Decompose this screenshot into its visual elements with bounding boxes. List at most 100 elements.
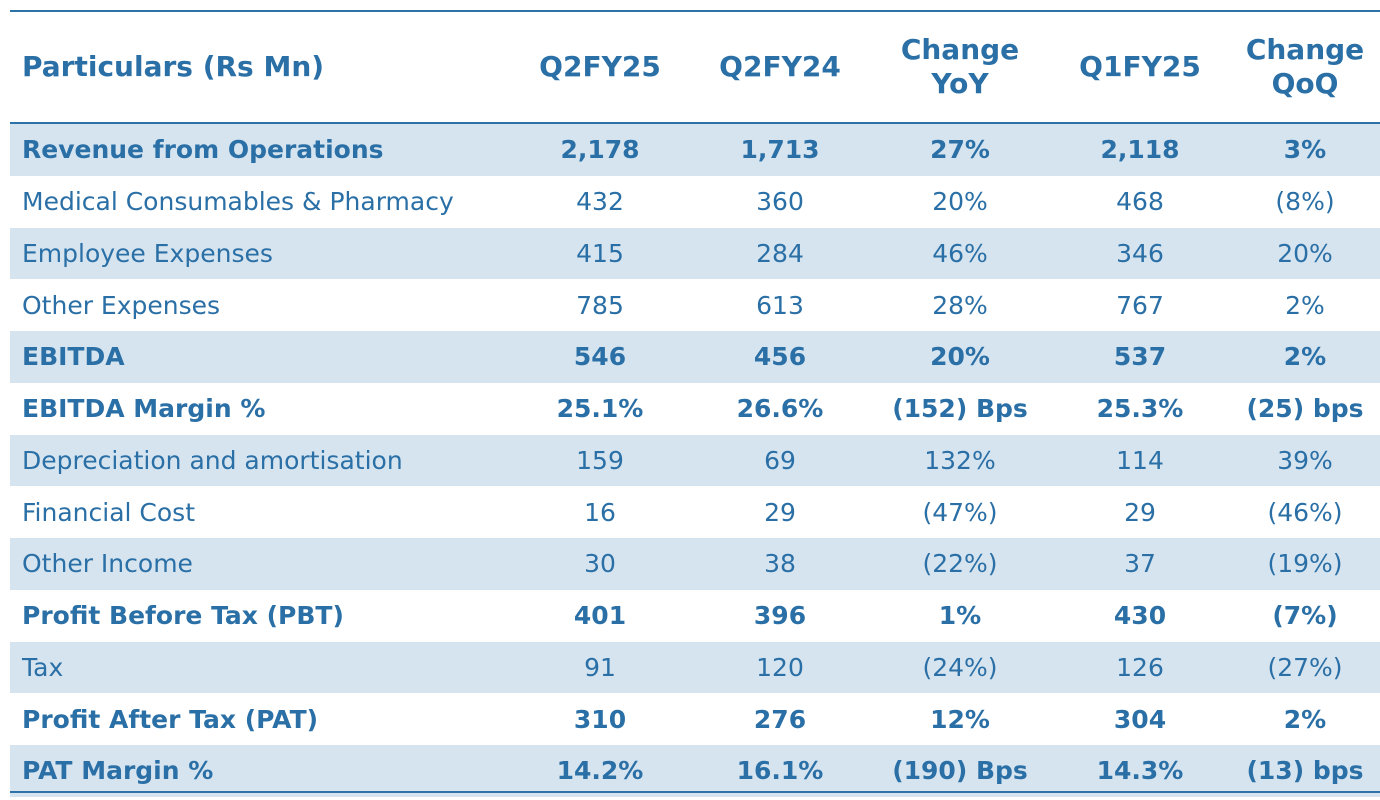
cell-q2fy24: 26.6%: [736, 394, 824, 424]
table-row: Medical Consumables & Pharmacy 432 360 20% 4…: [10, 176, 1380, 228]
header-q1fy25: Q1FY25: [1079, 50, 1201, 83]
table-bottom-rule: [10, 791, 1380, 793]
cell-q2fy25: 25.1%: [556, 394, 644, 424]
cell-q2fy25: 401: [573, 601, 627, 631]
table-row: Other Expenses 785 613 28% 767 2%: [10, 279, 1380, 331]
cell-change-qoq: 20%: [1277, 238, 1333, 268]
cell-change-qoq: 3%: [1283, 135, 1327, 165]
cell-q1fy25: 14.3%: [1096, 756, 1184, 786]
table-row: Financial Cost 16 29 (47%) 29 (46%): [10, 486, 1380, 538]
table-header-row: Particulars (Rs Mn) Q2FY25 Q2FY24 Change…: [10, 12, 1380, 122]
table-header-rule: [10, 122, 1380, 124]
cell-q1fy25: 25.3%: [1096, 394, 1184, 424]
cell-q2fy25: 415: [576, 238, 624, 268]
table-top-rule: [10, 10, 1380, 12]
cell-particular: EBITDA Margin %: [22, 394, 266, 424]
cell-q2fy24: 284: [756, 238, 804, 268]
cell-particular: Other Expenses: [22, 290, 221, 320]
cell-q1fy25: 537: [1113, 342, 1167, 372]
cell-q2fy24: 29: [764, 497, 796, 527]
header-q2fy25: Q2FY25: [539, 50, 661, 83]
cell-q1fy25: 304: [1113, 704, 1167, 734]
cell-change-yoy: 28%: [932, 290, 988, 320]
cell-particular: Depreciation and amortisation: [22, 445, 403, 475]
cell-q2fy24: 1,713: [740, 135, 820, 165]
cell-q2fy24: 360: [756, 187, 804, 217]
cell-q2fy24: 276: [753, 704, 807, 734]
cell-change-yoy: 132%: [924, 445, 996, 475]
table-row: EBITDA Margin % 25.1% 26.6% (152) Bps 25.3% (…: [10, 383, 1380, 435]
table-row: PAT Margin % 14.2% 16.1% (190) Bps 14.3% (13)…: [10, 745, 1380, 797]
table-row: Profit Before Tax (PBT) 401 396 1% 430 (7%): [10, 590, 1380, 642]
table-row: Other Income 30 38 (22%) 37 (19%): [10, 538, 1380, 590]
cell-q1fy25: 114: [1116, 445, 1164, 475]
cell-q2fy24: 396: [753, 601, 807, 631]
cell-change-yoy: (24%): [922, 652, 998, 682]
cell-q2fy25: 546: [573, 342, 627, 372]
cell-change-yoy: (152) Bps: [892, 394, 1028, 424]
cell-change-qoq: (13) bps: [1246, 756, 1364, 786]
cell-particular: Employee Expenses: [22, 238, 273, 268]
table-row: Revenue from Operations 2,178 1,713 27% 2,11…: [10, 124, 1380, 176]
cell-q1fy25: 2,118: [1100, 135, 1180, 165]
table-row: Tax 91 120 (24%) 126 (27%): [10, 641, 1380, 694]
cell-q2fy25: 785: [576, 290, 624, 320]
cell-change-qoq: 2%: [1283, 704, 1327, 734]
cell-q2fy25: 2,178: [560, 135, 640, 165]
cell-particular: Financial Cost: [22, 497, 195, 527]
header-change-yoy: Change YoY: [900, 33, 1020, 100]
cell-particular: Other Income: [22, 549, 193, 579]
cell-particular: Profit After Tax (PAT): [22, 704, 319, 734]
cell-change-qoq: (8%): [1275, 187, 1335, 217]
cell-change-qoq: (7%): [1272, 601, 1338, 631]
cell-q2fy24: 69: [764, 445, 796, 475]
cell-q2fy24: 613: [756, 290, 804, 320]
cell-q2fy25: 432: [576, 187, 624, 217]
cell-change-yoy: 12%: [930, 704, 990, 734]
cell-particular: EBITDA: [22, 342, 125, 372]
cell-q1fy25: 346: [1116, 238, 1164, 268]
cell-change-qoq: 2%: [1283, 342, 1327, 372]
cell-q2fy25: 91: [584, 652, 616, 682]
table-row: Profit After Tax (PAT) 310 276 12% 304 2%: [10, 693, 1380, 745]
cell-q2fy25: 310: [573, 704, 627, 734]
cell-change-yoy: (22%): [922, 549, 998, 579]
cell-particular: Tax: [22, 652, 64, 682]
header-change-qoq: Change QoQ: [1245, 33, 1365, 100]
cell-particular: Revenue from Operations: [22, 135, 384, 165]
cell-particular: PAT Margin %: [22, 756, 214, 786]
cell-change-yoy: 20%: [930, 342, 990, 372]
cell-change-yoy: 20%: [932, 187, 988, 217]
table-row: Depreciation and amortisation 159 69 132% 11…: [10, 434, 1380, 487]
cell-change-yoy: (47%): [922, 497, 998, 527]
cell-change-yoy: (190) Bps: [892, 756, 1028, 786]
cell-q1fy25: 37: [1124, 549, 1156, 579]
cell-change-yoy: 46%: [932, 238, 988, 268]
cell-change-qoq: 2%: [1285, 290, 1325, 320]
cell-q1fy25: 767: [1116, 290, 1164, 320]
cell-change-yoy: 1%: [938, 601, 982, 631]
cell-q2fy25: 159: [576, 445, 624, 475]
cell-change-qoq: (25) bps: [1246, 394, 1364, 424]
table-row: Employee Expenses 415 284 46% 346 20%: [10, 227, 1380, 280]
cell-q1fy25: 468: [1116, 187, 1164, 217]
cell-q1fy25: 29: [1124, 497, 1156, 527]
cell-q2fy24: 38: [764, 549, 796, 579]
cell-q2fy25: 16: [584, 497, 616, 527]
cell-change-qoq: 39%: [1277, 445, 1333, 475]
cell-q2fy24: 456: [753, 342, 807, 372]
cell-q2fy24: 16.1%: [736, 756, 824, 786]
cell-change-qoq: (46%): [1267, 497, 1343, 527]
header-q2fy24: Q2FY24: [719, 50, 841, 83]
cell-particular: Profit Before Tax (PBT): [22, 601, 344, 631]
cell-q1fy25: 126: [1116, 652, 1164, 682]
cell-q2fy25: 30: [584, 549, 616, 579]
table-row: EBITDA 546 456 20% 537 2%: [10, 331, 1380, 383]
cell-particular: Medical Consumables & Pharmacy: [22, 187, 454, 217]
cell-change-qoq: (19%): [1267, 549, 1343, 579]
cell-change-qoq: (27%): [1267, 652, 1343, 682]
cell-q2fy24: 120: [756, 652, 804, 682]
cell-q2fy25: 14.2%: [556, 756, 644, 786]
cell-change-yoy: 27%: [930, 135, 990, 165]
header-particulars: Particulars (Rs Mn): [22, 50, 325, 83]
